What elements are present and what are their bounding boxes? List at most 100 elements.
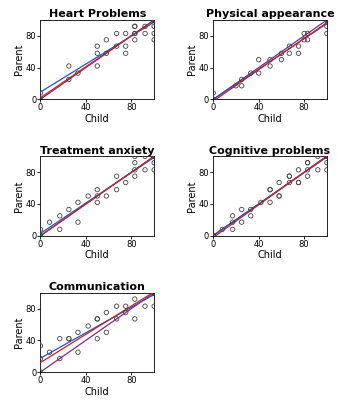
Point xyxy=(305,160,310,166)
Point xyxy=(239,206,244,213)
Point xyxy=(151,160,157,166)
Point xyxy=(296,43,301,49)
Point xyxy=(151,167,157,173)
Point xyxy=(305,167,310,173)
Point xyxy=(57,355,62,362)
Point xyxy=(151,17,157,23)
Point xyxy=(47,349,52,355)
Point xyxy=(324,17,330,23)
Point xyxy=(104,329,109,336)
Point xyxy=(151,153,157,160)
Point xyxy=(151,290,157,296)
Y-axis label: Parent: Parent xyxy=(14,44,24,75)
Title: Cognitive problems: Cognitive problems xyxy=(210,146,331,156)
Point xyxy=(151,30,157,37)
Point xyxy=(267,63,273,69)
Point xyxy=(324,30,330,37)
Point xyxy=(324,153,330,160)
Point xyxy=(256,56,262,63)
Point xyxy=(324,17,330,23)
Point xyxy=(151,290,157,296)
Point xyxy=(151,290,157,296)
Point xyxy=(132,316,137,322)
Point xyxy=(123,30,128,37)
Point xyxy=(230,213,235,219)
Point xyxy=(305,160,310,166)
Point xyxy=(66,336,71,342)
Point xyxy=(267,199,273,206)
X-axis label: Child: Child xyxy=(85,386,110,396)
Point xyxy=(151,290,157,296)
Point xyxy=(151,17,157,23)
Point xyxy=(324,153,330,160)
Point xyxy=(151,17,157,23)
Point xyxy=(132,173,137,179)
Point xyxy=(233,83,239,89)
Point xyxy=(123,43,128,49)
Point xyxy=(287,43,292,49)
Point xyxy=(95,43,100,49)
Point xyxy=(324,153,330,160)
Point xyxy=(324,23,330,30)
Point xyxy=(276,193,282,199)
Point xyxy=(211,90,216,96)
Point xyxy=(132,37,137,43)
Point xyxy=(287,179,292,186)
Point xyxy=(324,17,330,23)
Point xyxy=(95,336,100,342)
Point xyxy=(151,23,157,30)
Point xyxy=(151,290,157,296)
Point xyxy=(151,153,157,160)
Point xyxy=(75,349,81,355)
Point xyxy=(123,303,128,309)
Point xyxy=(104,309,109,316)
Point xyxy=(324,153,330,160)
X-axis label: Child: Child xyxy=(258,114,282,124)
Point xyxy=(151,153,157,160)
Point xyxy=(324,17,330,23)
Title: Heart Problems: Heart Problems xyxy=(49,9,146,19)
Point xyxy=(296,167,301,173)
Point xyxy=(296,50,301,56)
Point xyxy=(305,37,310,43)
Point xyxy=(132,160,137,166)
Point xyxy=(151,290,157,296)
Point xyxy=(324,153,330,160)
Point xyxy=(95,316,100,322)
Point xyxy=(324,17,330,23)
Point xyxy=(258,199,264,206)
Point xyxy=(151,17,157,23)
Title: Communication: Communication xyxy=(49,282,146,292)
Point xyxy=(248,213,253,219)
Point xyxy=(132,23,137,30)
Point xyxy=(151,153,157,160)
Point xyxy=(230,219,235,225)
Point xyxy=(248,206,253,213)
Point xyxy=(142,23,148,30)
Point xyxy=(47,219,52,225)
Point xyxy=(151,153,157,160)
Point xyxy=(57,226,62,232)
Point xyxy=(151,17,157,23)
Point xyxy=(95,193,100,199)
Point xyxy=(38,232,43,239)
X-axis label: Child: Child xyxy=(258,250,282,260)
Point xyxy=(324,153,330,160)
Point xyxy=(38,90,43,96)
Point xyxy=(95,186,100,193)
Point xyxy=(38,369,43,375)
Point xyxy=(104,37,109,43)
Point xyxy=(248,70,253,76)
Point xyxy=(279,50,284,56)
Title: Physical appearance: Physical appearance xyxy=(206,9,334,19)
Point xyxy=(86,193,91,199)
Point xyxy=(256,70,262,76)
Point xyxy=(305,30,310,37)
Point xyxy=(151,153,157,160)
Point xyxy=(151,290,157,296)
Point xyxy=(315,167,320,173)
Point xyxy=(276,179,282,186)
Point xyxy=(211,232,216,239)
X-axis label: Child: Child xyxy=(85,114,110,124)
Point xyxy=(95,63,100,69)
